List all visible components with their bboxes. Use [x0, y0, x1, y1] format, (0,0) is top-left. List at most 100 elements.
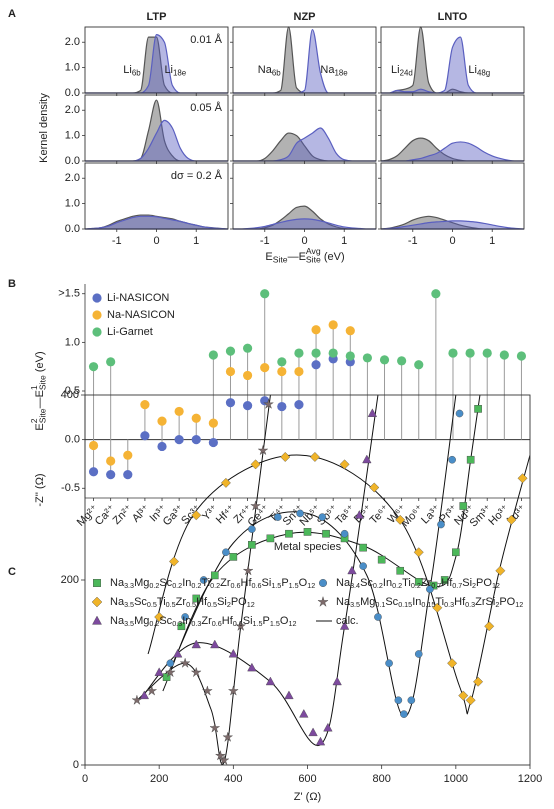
- name-part: 0.3: [444, 600, 454, 609]
- point: [123, 450, 133, 460]
- name-part: calc.: [336, 615, 359, 627]
- density-curve: [232, 218, 376, 230]
- name-part: Sc: [134, 596, 147, 608]
- y-axis-label: Kernel density: [38, 93, 50, 163]
- name-part: 2: [472, 581, 476, 590]
- name-part: PO: [476, 577, 492, 589]
- name-part: Mg: [134, 577, 149, 589]
- x-tick-label: -1: [112, 235, 122, 247]
- name-part: Li: [391, 64, 400, 76]
- name-part: Mg: [134, 615, 149, 627]
- name-part: 6b: [132, 69, 141, 78]
- point: [154, 667, 164, 676]
- point: [311, 348, 321, 358]
- name-part: In: [412, 596, 421, 608]
- name-part: 0.6: [233, 619, 243, 628]
- point: [413, 547, 424, 558]
- point: [177, 622, 186, 631]
- point: [311, 325, 321, 335]
- plot-area: [131, 395, 530, 765]
- point: [294, 400, 304, 410]
- name-part: 0.3: [172, 619, 182, 628]
- point: [173, 648, 183, 658]
- point: [140, 400, 150, 410]
- series-label: Na18e: [320, 64, 348, 77]
- name-part: Si: [217, 596, 227, 608]
- legend-label: Na3.5Mg0.1Sc0.15In0.15Ti0.3Hf0.3ZrSi2PO1…: [336, 596, 523, 609]
- name-part: 1.5: [253, 619, 263, 628]
- x-axis-label: ESite—EAvg Site (eV): [265, 246, 344, 264]
- density-curve: [233, 127, 376, 162]
- point: [447, 658, 458, 669]
- name-part: 1.5: [270, 619, 280, 628]
- point: [440, 576, 449, 584]
- point: [179, 657, 191, 668]
- name-part: 18e: [173, 69, 187, 78]
- name-part: Hf: [441, 577, 453, 589]
- density-curve: [233, 28, 376, 94]
- name-part: 3.3: [124, 581, 134, 590]
- name-part: 0.5: [207, 600, 217, 609]
- label-part: Site: [38, 408, 48, 423]
- point: [311, 360, 321, 370]
- point: [414, 650, 423, 658]
- subplot-frame: [380, 162, 525, 230]
- column-title: NZP: [294, 11, 316, 23]
- name-part: 12: [288, 619, 296, 628]
- x-tick-label: -1: [260, 235, 270, 247]
- point: [274, 513, 282, 521]
- label-part: (eV): [34, 351, 46, 375]
- name-part: 0.5: [166, 600, 176, 609]
- point: [385, 659, 393, 668]
- y-tick-label: 1.0: [65, 336, 80, 348]
- point: [277, 401, 287, 412]
- point: [250, 500, 262, 511]
- legend-label: Na3.5Mg0.2Sc0.3In0.3Zr0.6Hf0.6Si1.5P1.5O…: [110, 615, 296, 628]
- name-part: 0.2: [172, 581, 182, 590]
- point: [362, 454, 372, 464]
- point: [218, 754, 230, 765]
- name-part: 2: [227, 600, 231, 609]
- point: [473, 676, 484, 687]
- point: [214, 750, 226, 761]
- point: [140, 431, 150, 441]
- point: [266, 534, 275, 543]
- point: [367, 408, 378, 417]
- x-tick-label: 800: [372, 773, 390, 785]
- point: [210, 639, 220, 649]
- name-part: 18e: [334, 69, 348, 78]
- name-part: 12: [515, 600, 523, 609]
- point: [448, 348, 458, 358]
- point: [88, 467, 99, 477]
- legend-label: Na3.5Sc0.5Ti0.5Zr0.5Hf0.5Si2PO12: [110, 596, 255, 609]
- y-axis-label: E2Site—E1Site (eV): [29, 351, 47, 430]
- legend-label: Na3.4Sc0.2In0.2Ti0.2Zr0.7Hf0.7Si2PO12: [336, 577, 500, 590]
- name-part: 0.6: [212, 619, 222, 628]
- y-tick-label: 0.0: [65, 434, 80, 446]
- x-tick-label: 400: [224, 773, 242, 785]
- point: [242, 343, 253, 353]
- point: [174, 435, 184, 445]
- point: [431, 289, 441, 299]
- name-part: In: [383, 577, 392, 589]
- point: [345, 326, 355, 336]
- panel-label: C: [8, 566, 16, 578]
- point: [499, 350, 509, 360]
- y-tick-label: 1.0: [65, 62, 80, 74]
- point: [354, 510, 365, 519]
- point: [323, 722, 333, 732]
- name-part: ZrSi: [475, 596, 495, 608]
- name-part: 0.15: [398, 600, 412, 609]
- point: [328, 320, 338, 330]
- point: [263, 398, 275, 409]
- name-part: Na: [110, 596, 125, 608]
- point: [106, 357, 116, 367]
- name-part: Li: [164, 64, 173, 76]
- density-curve: [381, 36, 524, 94]
- name-part: Li: [123, 64, 132, 76]
- name-part: O: [280, 615, 289, 627]
- legend-label: Na-NASICON: [107, 309, 175, 321]
- point: [474, 405, 482, 413]
- row-annotation: 0.01 Å: [190, 33, 222, 46]
